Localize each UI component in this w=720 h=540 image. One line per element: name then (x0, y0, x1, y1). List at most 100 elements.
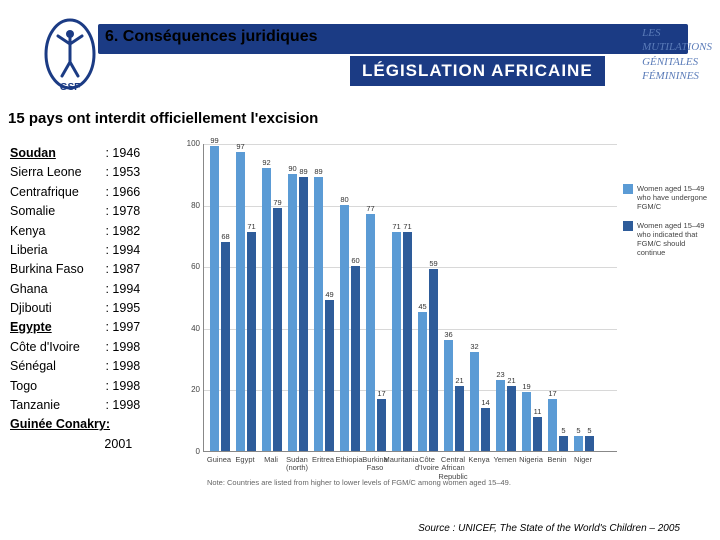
bar (444, 340, 453, 451)
bar-value-label: 99 (210, 136, 218, 145)
slide-title: 6. Conséquences juridiques (105, 28, 318, 46)
country-name: Togo (10, 377, 102, 396)
bar-value-label: 71 (403, 222, 411, 231)
bar-value-label: 89 (314, 167, 322, 176)
bar (574, 436, 583, 451)
legend-swatch (623, 221, 633, 231)
bar (273, 208, 282, 451)
bar-value-label: 60 (351, 256, 359, 265)
bar (299, 177, 308, 451)
country-row: Somalie : 1978 (10, 202, 140, 221)
bar-value-label: 5 (561, 426, 565, 435)
bar-value-label: 17 (377, 389, 385, 398)
country-name: Sierra Leone (10, 163, 102, 182)
bar (507, 386, 516, 451)
country-name: Burkina Faso (10, 260, 102, 279)
legend-label: Women aged 15–49 who indicated that FGM/… (637, 221, 711, 257)
side-label-l2: MUTILATIONS (642, 40, 712, 54)
country-name: Côte d'Ivoire (10, 338, 102, 357)
bar-value-label: 80 (340, 195, 348, 204)
legend-item: Women aged 15–49 who have undergone FGM/… (623, 184, 711, 211)
bar (470, 352, 479, 451)
country-row: Burkina Faso : 1987 (10, 260, 140, 279)
side-label-l4: FÉMININES (642, 69, 712, 83)
bar (533, 417, 542, 451)
country-name: Soudan (10, 144, 102, 163)
y-tick-label: 40 (186, 324, 200, 333)
bar-value-label: 90 (288, 164, 296, 173)
country-row: Kenya : 1982 (10, 222, 140, 241)
bar-value-label: 14 (481, 398, 489, 407)
country-year: : 1987 (102, 262, 140, 276)
bar (247, 232, 256, 451)
bar-value-label: 11 (534, 407, 542, 416)
chart-plot-area: 0204060801009968977192799089894980607717… (203, 144, 617, 452)
country-year: : 1998 (102, 379, 140, 393)
country-row: Sierra Leone : 1953 (10, 163, 140, 182)
bar (559, 436, 568, 451)
bar (314, 177, 323, 451)
bar (210, 146, 219, 451)
legend-swatch (623, 184, 633, 194)
bar-value-label: 19 (522, 382, 530, 391)
side-label: LES MUTILATIONS GÉNITALES FÉMININES (642, 26, 712, 83)
country-row: Togo : 1998 (10, 377, 140, 396)
bar-value-label: 5 (587, 426, 591, 435)
bar (236, 152, 245, 451)
bar (340, 205, 349, 451)
y-tick-label: 20 (186, 385, 200, 394)
country-year: : 1994 (102, 243, 140, 257)
bar (429, 269, 438, 451)
bar-value-label: 21 (455, 376, 463, 385)
country-row: Sénégal : 1998 (10, 357, 140, 376)
country-row: Côte d'Ivoire : 1998 (10, 338, 140, 357)
bar (455, 386, 464, 451)
country-name: Liberia (10, 241, 102, 260)
bar-value-label: 32 (470, 342, 478, 351)
bar-value-label: 17 (548, 389, 556, 398)
bar (585, 436, 594, 451)
legend-label: Women aged 15–49 who have undergone FGM/… (637, 184, 711, 211)
y-tick-label: 80 (186, 201, 200, 210)
bar-value-label: 23 (496, 370, 504, 379)
bar (418, 312, 427, 451)
country-year: : 1966 (102, 185, 140, 199)
side-label-l3: GÉNITALES (642, 55, 712, 69)
side-label-l1: LES (642, 26, 712, 40)
country-year: 2001 (10, 435, 140, 454)
bar-value-label: 71 (247, 222, 255, 231)
bar-value-label: 68 (221, 232, 229, 241)
bar-chart: 0204060801009968977192799089894980607717… (185, 144, 713, 484)
country-year: : 1982 (102, 224, 140, 238)
y-tick-label: 0 (186, 447, 200, 456)
bar (392, 232, 401, 451)
bar-value-label: 77 (366, 204, 374, 213)
gridline (204, 144, 617, 145)
country-row: Djibouti : 1995 (10, 299, 140, 318)
bar (403, 232, 412, 451)
country-name: Egypte (10, 318, 102, 337)
bar (481, 408, 490, 451)
bar (522, 392, 531, 451)
country-year: : 1978 (102, 204, 140, 218)
country-name: Centrafrique (10, 183, 102, 202)
country-year: : 1946 (102, 146, 140, 160)
bar (366, 214, 375, 451)
country-row: Guinée Conakry: (10, 415, 140, 434)
bar-value-label: 59 (429, 259, 437, 268)
country-list: Soudan : 1946 Sierra Leone : 1953Centrafr… (10, 144, 140, 454)
svg-text:GSF: GSF (60, 82, 81, 93)
legend-item: Women aged 15–49 who indicated that FGM/… (623, 221, 711, 257)
source-citation: Source : UNICEF, The State of the World'… (418, 523, 680, 534)
country-year: : 1998 (102, 359, 140, 373)
country-name: Kenya (10, 222, 102, 241)
country-name: Tanzanie (10, 396, 102, 415)
country-name: Djibouti (10, 299, 102, 318)
subtitle-banner: LÉGISLATION AFRICAINE (350, 56, 605, 86)
chart-legend: Women aged 15–49 who have undergone FGM/… (623, 184, 711, 267)
bar (288, 174, 297, 451)
bar (262, 168, 271, 451)
country-name: Sénégal (10, 357, 102, 376)
bar-value-label: 21 (507, 376, 515, 385)
bar (548, 399, 557, 451)
